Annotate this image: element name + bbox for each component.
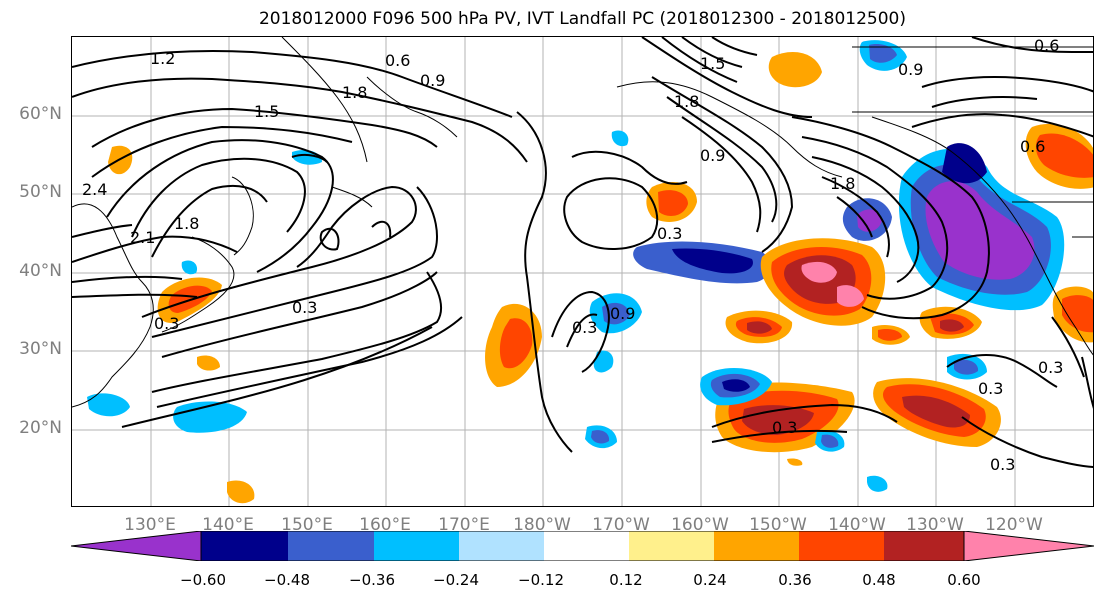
lat-label-50n: 50°N	[19, 182, 62, 202]
lon-label: 150°E	[281, 515, 333, 535]
lon-label: 170°W	[592, 515, 650, 535]
contour-label: 2.1	[130, 228, 155, 247]
colorbar-tick: −0.36	[349, 571, 395, 589]
contour-label: 1.5	[700, 54, 725, 73]
lat-label-30n: 30°N	[19, 339, 62, 359]
colorbar-tick: 0.48	[862, 571, 896, 589]
figure-title: 2018012000 F096 500 hPa PV, IVT Landfall…	[258, 9, 906, 29]
contour-label: 0.3	[292, 298, 317, 317]
contour-label: 0.9	[610, 304, 635, 323]
colorbar-tick: 0.60	[947, 571, 981, 589]
lon-label: 160°E	[359, 515, 411, 535]
contour-label: 0.6	[385, 51, 410, 70]
lon-label: 120°W	[985, 515, 1043, 535]
colorbar-segment	[884, 531, 964, 561]
contour-label: 0.3	[154, 314, 179, 333]
lon-label: 140°E	[202, 515, 254, 535]
colorbar-tick: −0.48	[264, 571, 310, 589]
colorbar-segment	[714, 531, 799, 561]
colorbar-segment	[799, 531, 884, 561]
colorbar-tick: −0.60	[180, 571, 226, 589]
lon-label: 150°W	[749, 515, 807, 535]
contour-label: 1.5	[254, 102, 279, 121]
colorbar-extend-high	[963, 531, 1094, 561]
colorbar-tick: −0.12	[518, 571, 564, 589]
contour-label: 0.9	[420, 71, 445, 90]
colorbar-segment	[288, 531, 374, 561]
contour-label: 0.9	[700, 146, 725, 165]
contour-label: 1.8	[174, 214, 199, 233]
colorbar-tick: 0.12	[609, 571, 643, 589]
contour-label: 0.9	[898, 60, 923, 79]
colorbar-tick: 0.24	[693, 571, 727, 589]
lon-label: 140°W	[828, 515, 886, 535]
contour-label: 0.3	[772, 418, 797, 437]
contour-label: 0.3	[657, 224, 682, 243]
colorbar-segment	[629, 531, 714, 561]
contour-label: 0.3	[978, 379, 1003, 398]
lat-label-20n: 20°N	[19, 418, 62, 438]
contour-label: 0.3	[1038, 358, 1063, 377]
lon-label: 170°E	[438, 515, 490, 535]
contour-label: 1.8	[342, 83, 367, 102]
shading-layer	[87, 40, 1093, 504]
colorbar-tick: −0.24	[433, 571, 479, 589]
colorbar-segment	[459, 531, 544, 561]
lon-label: 180°W	[513, 515, 571, 535]
lon-label: 130°E	[124, 515, 176, 535]
colorbar-tick: 0.36	[778, 571, 812, 589]
contour-label: 1.8	[674, 92, 699, 111]
contour-label: 0.6	[1034, 37, 1059, 55]
contour-label: 0.3	[990, 455, 1015, 474]
contour-labels: 1.2 0.6 0.9 1.5 1.8 2.4 2.1 1.8 0.3 0.3 …	[82, 37, 1063, 474]
colorbar-extend-low	[71, 531, 202, 561]
colorbar	[71, 531, 1094, 561]
pv-contours	[72, 37, 1093, 468]
map-panel: 1.2 0.6 0.9 1.5 1.8 2.4 2.1 1.8 0.3 0.3 …	[71, 36, 1094, 507]
lat-label-60n: 60°N	[19, 104, 62, 124]
lon-label: 130°W	[906, 515, 964, 535]
map-canvas: 1.2 0.6 0.9 1.5 1.8 2.4 2.1 1.8 0.3 0.3 …	[72, 37, 1093, 506]
contour-label: 0.3	[572, 318, 597, 337]
lat-label-40n: 40°N	[19, 261, 62, 281]
colorbar-segment	[374, 531, 459, 561]
colorbar-segment	[201, 531, 288, 561]
colorbar-segment	[544, 531, 629, 561]
contour-label: 1.2	[150, 49, 175, 68]
contour-label: 1.8	[830, 174, 855, 193]
contour-label: 2.4	[82, 180, 107, 199]
contour-label: 0.6	[1020, 137, 1045, 156]
lon-label: 160°W	[671, 515, 729, 535]
